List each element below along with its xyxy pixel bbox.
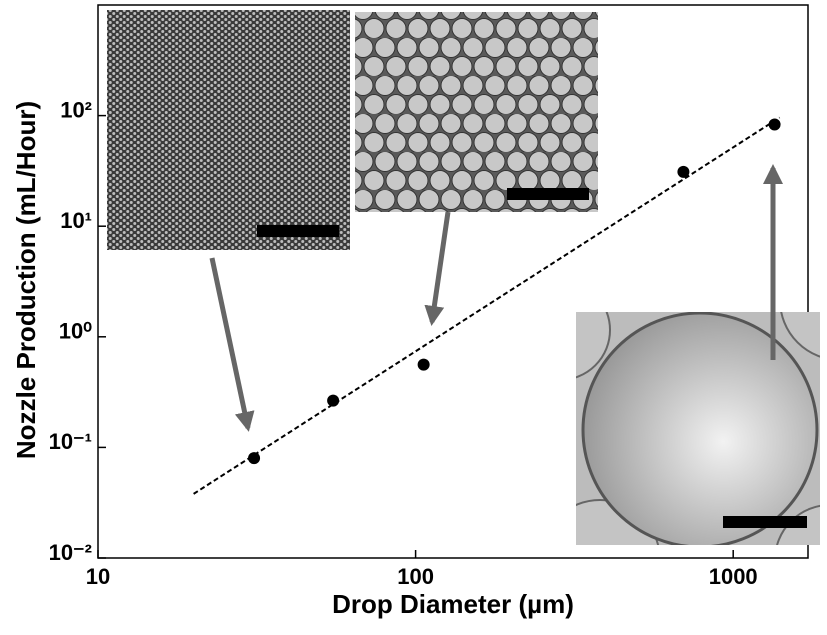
data-point bbox=[768, 118, 781, 131]
data-point bbox=[327, 394, 340, 407]
data-point bbox=[248, 452, 261, 465]
inset-medium-drops bbox=[355, 12, 598, 212]
y-tick-label: 10¹ bbox=[60, 208, 92, 233]
fit-line bbox=[193, 116, 781, 495]
y-tick-label: 10⁰ bbox=[59, 319, 92, 344]
arrows bbox=[209, 164, 783, 432]
y-tick-label: 10² bbox=[60, 97, 92, 122]
data-point bbox=[677, 165, 690, 178]
y-tick-label: 10⁻¹ bbox=[49, 429, 92, 454]
x-tick-label: 100 bbox=[397, 564, 434, 589]
x-axis-title: Drop Diameter (µm) bbox=[332, 589, 574, 619]
y-axis-title: Nozzle Production (mL/Hour) bbox=[11, 101, 41, 459]
inset-small-drops bbox=[107, 10, 350, 250]
data-point bbox=[417, 358, 430, 371]
y-tick-label: 10⁻² bbox=[49, 540, 92, 565]
inset-large-drop bbox=[576, 312, 820, 545]
x-tick-label: 1000 bbox=[709, 564, 758, 589]
x-tick-label: 10 bbox=[86, 564, 110, 589]
plot-frame bbox=[97, 4, 809, 559]
